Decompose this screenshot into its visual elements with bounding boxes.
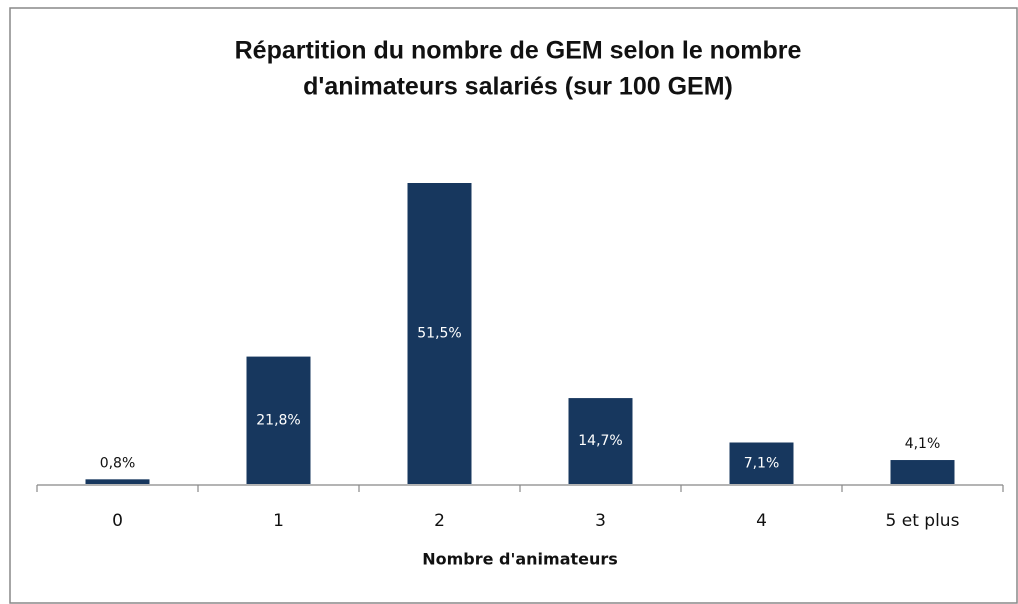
bar (729, 442, 794, 484)
bar (407, 183, 472, 484)
chart-title: Répartition du nombre de GEM selon le no… (235, 37, 802, 65)
x-tick-label: 0 (112, 511, 123, 531)
x-tick-label: 4 (756, 511, 767, 531)
bar (568, 398, 633, 484)
bar (890, 460, 955, 484)
data-label: 7,1% (744, 455, 780, 471)
x-axis-title: Nombre d'animateurs (422, 550, 618, 569)
x-tick-label: 1 (273, 511, 284, 531)
bar (85, 479, 150, 484)
x-tick-label: 5 et plus (886, 511, 960, 531)
chart-title: d'animateurs salariés (sur 100 GEM) (303, 73, 733, 101)
data-label: 0,8% (100, 455, 136, 471)
chart-frame (9, 7, 1018, 604)
bar (246, 356, 311, 484)
data-label: 21,8% (256, 412, 300, 428)
data-label: 4,1% (905, 436, 941, 452)
x-tick-label: 2 (434, 511, 445, 531)
data-label: 51,5% (417, 326, 461, 342)
data-label: 14,7% (578, 433, 622, 449)
x-tick-label: 3 (595, 511, 606, 531)
